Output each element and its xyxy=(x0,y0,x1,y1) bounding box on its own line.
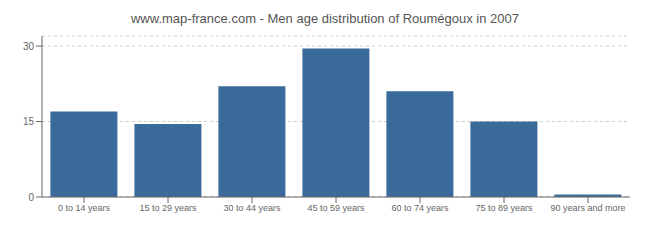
svg-text:0: 0 xyxy=(28,192,34,203)
svg-text:90 years and more: 90 years and more xyxy=(550,203,625,213)
svg-text:30 to 44 years: 30 to 44 years xyxy=(223,203,281,213)
svg-text:60 to 74 years: 60 to 74 years xyxy=(391,203,449,213)
html-text:www.map-france.com - Men age d: www.map-france.com - Men age distributio… xyxy=(131,11,519,26)
svg-text:15: 15 xyxy=(23,116,35,127)
svg-text:45 to 59 years: 45 to 59 years xyxy=(307,203,365,213)
svg-text:75 to 89 years: 75 to 89 years xyxy=(475,203,533,213)
svg-text:15 to 29 years: 15 to 29 years xyxy=(139,203,197,213)
svg-text:30: 30 xyxy=(23,41,35,52)
svg-text:0 to 14 years: 0 to 14 years xyxy=(58,203,111,213)
